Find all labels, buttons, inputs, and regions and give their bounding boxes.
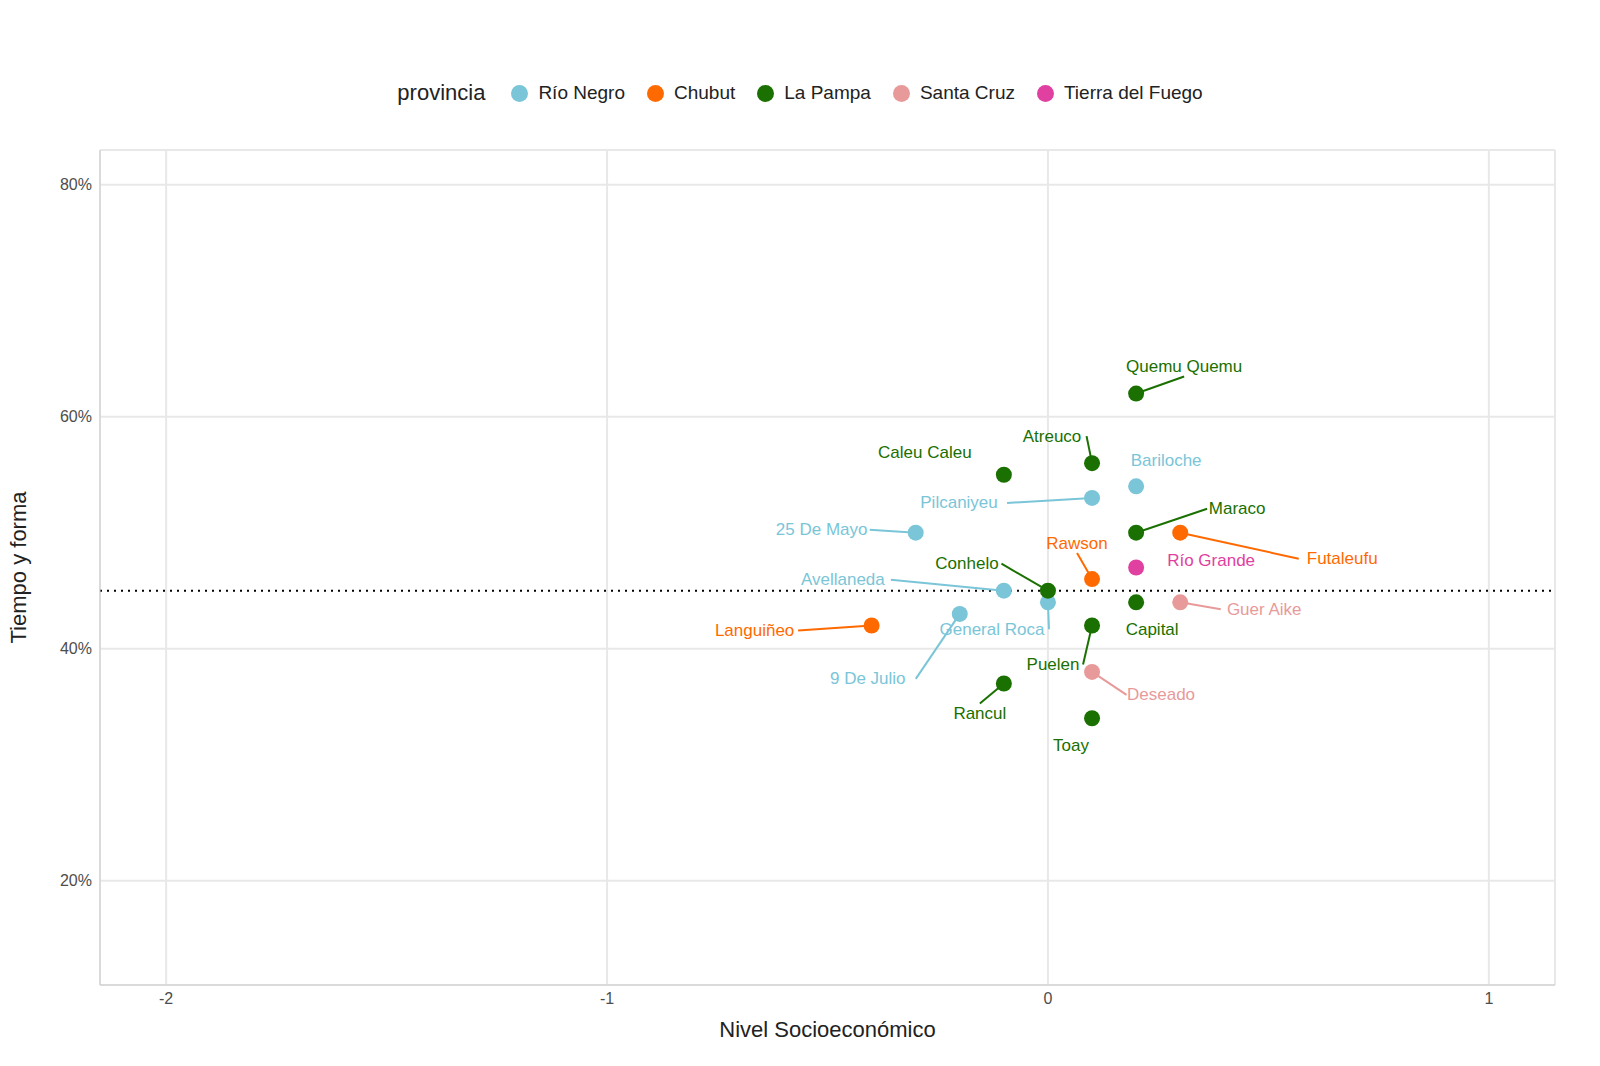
- svg-text:9 De Julio: 9 De Julio: [830, 669, 906, 688]
- svg-text:-2: -2: [159, 990, 173, 1007]
- svg-text:Tiempo y forma: Tiempo y forma: [8, 491, 31, 644]
- html-text:Santa Cruz: Santa Cruz: [919, 82, 1015, 103]
- svg-text:Languiñeo: Languiñeo: [715, 621, 794, 640]
- svg-text:Rancul: Rancul: [953, 704, 1006, 723]
- svg-text:Nivel Socioeconómico: Nivel Socioeconómico: [719, 1017, 935, 1042]
- svg-text:25 De Mayo: 25 De Mayo: [776, 520, 868, 539]
- svg-text:Futaleufu: Futaleufu: [1307, 549, 1378, 568]
- html-text:provincia: provincia: [397, 80, 486, 105]
- html-text:Río Negro: Río Negro: [538, 82, 625, 103]
- svg-text:-1: -1: [600, 990, 614, 1007]
- html-text:Tierra del Fuego: Tierra del Fuego: [1064, 82, 1203, 103]
- svg-text:0: 0: [1044, 990, 1053, 1007]
- svg-text:Avellaneda: Avellaneda: [801, 570, 885, 589]
- svg-text:Caleu Caleu: Caleu Caleu: [878, 443, 972, 462]
- svg-text:Maraco: Maraco: [1209, 499, 1266, 518]
- svg-text:Bariloche: Bariloche: [1131, 451, 1202, 470]
- html-text:La Pampa: La Pampa: [784, 82, 871, 103]
- svg-text:General Roca: General Roca: [940, 620, 1045, 639]
- svg-text:60%: 60%: [60, 408, 92, 425]
- svg-text:Puelen: Puelen: [1027, 655, 1080, 674]
- svg-text:Capital: Capital: [1126, 620, 1179, 639]
- svg-text:Quemu Quemu: Quemu Quemu: [1126, 357, 1242, 376]
- svg-text:Toay: Toay: [1053, 736, 1089, 755]
- svg-text:Río Grande: Río Grande: [1167, 551, 1255, 570]
- svg-text:1: 1: [1484, 990, 1493, 1007]
- html-text:Chubut: Chubut: [674, 82, 736, 103]
- svg-text:20%: 20%: [60, 872, 92, 889]
- svg-text:80%: 80%: [60, 176, 92, 193]
- svg-text:Rawson: Rawson: [1046, 534, 1107, 553]
- svg-text:40%: 40%: [60, 640, 92, 657]
- svg-text:Guer Aike: Guer Aike: [1227, 600, 1302, 619]
- svg-text:Conhelo: Conhelo: [935, 554, 998, 573]
- svg-text:Deseado: Deseado: [1127, 685, 1195, 704]
- svg-text:Pilcaniyeu: Pilcaniyeu: [920, 493, 998, 512]
- svg-text:Atreuco: Atreuco: [1023, 427, 1082, 446]
